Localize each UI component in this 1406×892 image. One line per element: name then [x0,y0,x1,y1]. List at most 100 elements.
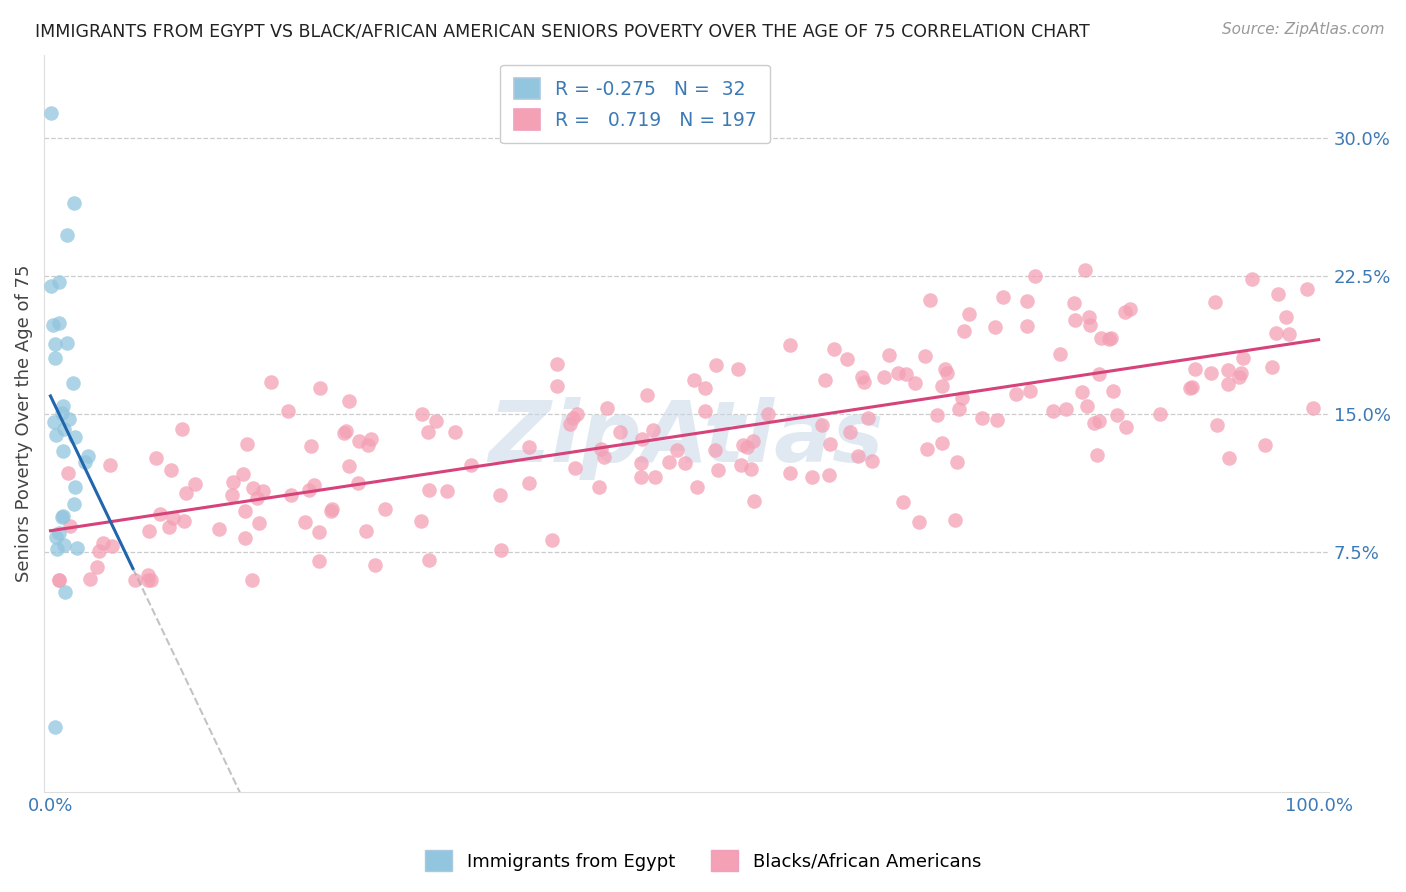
Point [517,475,540,490]
Point [45,427,67,442]
Point [953,324,976,338]
Point [1090,331,1112,345]
Point [93,536,115,550]
Point [52,443,75,458]
Point [546,379,568,393]
Point [1230,366,1253,380]
Point [742,434,765,448]
Point [299,439,322,453]
Point [779,467,801,481]
Point [644,470,666,484]
Point [931,378,953,392]
Point [1274,310,1296,324]
Point [887,366,910,380]
Point [51,407,73,421]
Point [943,513,966,527]
Point [53,584,76,599]
Point [908,516,931,530]
Point [641,423,664,437]
Point [589,442,612,456]
Point [411,514,433,528]
Point [592,450,614,464]
Point [1105,408,1128,422]
Point [1024,269,1046,284]
Point [756,408,779,422]
Point [1114,305,1136,319]
Point [308,381,330,395]
Point [658,455,681,469]
Point [779,338,801,352]
Point [862,454,884,468]
Point [1295,282,1317,296]
Point [695,404,717,418]
Point [1201,366,1223,380]
Point [1216,376,1239,391]
Point [564,460,586,475]
Point [52,422,75,436]
Text: Source: ZipAtlas.com: Source: ZipAtlas.com [1222,22,1385,37]
Point [63,430,86,444]
Point [62,497,84,511]
Point [666,443,689,458]
Point [184,477,207,491]
Point [925,408,948,422]
Point [1204,295,1226,310]
Point [801,470,824,484]
Point [986,413,1008,427]
Point [1015,293,1038,308]
Point [1070,384,1092,399]
Point [302,478,325,492]
Point [1063,295,1085,310]
Point [1088,367,1111,381]
Point [86,559,108,574]
Point [1085,448,1108,462]
Point [820,437,842,451]
Point [136,568,159,582]
Point [846,449,869,463]
Point [984,319,1007,334]
Point [904,376,927,390]
Point [240,573,263,587]
Point [541,533,564,547]
Point [851,370,873,384]
Point [62,376,84,390]
Point [221,488,243,502]
Point [630,433,652,447]
Point [957,307,980,321]
Point [934,362,956,376]
Point [948,401,970,416]
Point [858,411,880,425]
Point [1241,272,1264,286]
Point [436,483,458,498]
Point [630,470,652,484]
Point [280,488,302,502]
Point [1218,363,1240,377]
Point [39,106,62,120]
Point [346,476,368,491]
Point [357,438,380,452]
Point [52,399,75,413]
Point [139,573,162,587]
Point [1254,437,1277,451]
Point [66,541,89,556]
Point [124,573,146,587]
Point [588,480,610,494]
Point [1078,310,1101,324]
Point [360,432,382,446]
Point [707,463,730,477]
Point [416,425,439,440]
Point [596,401,619,416]
Point [970,411,993,425]
Point [1267,287,1289,301]
Point [252,484,274,499]
Point [1015,319,1038,334]
Point [1264,326,1286,341]
Point [1115,420,1137,434]
Point [418,553,440,567]
Point [894,367,917,381]
Point [335,424,357,438]
Point [53,538,76,552]
Point [63,480,86,494]
Point [1149,407,1171,421]
Point [1064,312,1087,326]
